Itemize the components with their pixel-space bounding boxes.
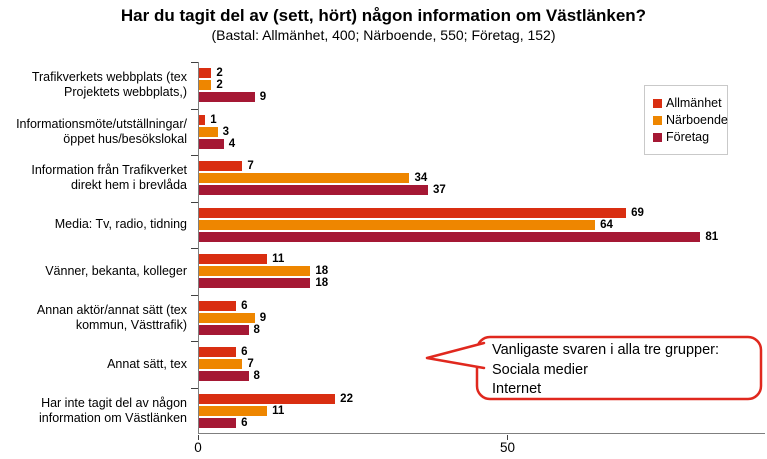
- bar-allmänhet: [199, 207, 627, 218]
- bar-value-label: 6: [241, 346, 248, 359]
- legend-label: Företag: [666, 130, 710, 144]
- bar-närboende: [199, 266, 311, 277]
- bar-value-label: 34: [414, 172, 428, 185]
- category-label: Annat sätt, tex: [107, 356, 187, 371]
- bar-företag: [199, 324, 249, 335]
- bar-allmänhet: [199, 114, 206, 125]
- bar-value-label: 3: [222, 125, 229, 138]
- bar-value-label: 9: [259, 311, 267, 324]
- bar-företag: [199, 138, 224, 149]
- y-axis-tick: [191, 201, 198, 203]
- bar-value-label: 81: [705, 230, 719, 243]
- bar-allmänhet: [199, 68, 212, 79]
- bar-närboende: [199, 359, 243, 370]
- bar-value-label: 8: [253, 370, 260, 383]
- bar-value-label: 8: [253, 323, 260, 336]
- legend-swatch-icon: [653, 132, 662, 142]
- bar-value-label: 64: [600, 218, 613, 231]
- legend: Allmänhet Närboende Företag: [644, 85, 728, 155]
- bar-value-label: 2: [216, 79, 223, 92]
- legend-label: Allmänhet: [666, 96, 722, 110]
- chart-subtitle: (Bastal: Allmänhet, 400; Närboende, 550;…: [211, 27, 556, 43]
- bar-närboende: [199, 312, 255, 323]
- bar-närboende: [199, 126, 218, 137]
- category-label: Har inte tagit del av någon information …: [39, 395, 187, 425]
- legend-label: Närboende: [666, 113, 728, 127]
- y-axis-tick: [191, 108, 198, 110]
- category-label: Vänner, bekanta, kolleger: [45, 263, 187, 278]
- y-axis-tick: [191, 341, 198, 342]
- plot-area: 2 2 9 1 3 4 7 34 37 69 64 81 11 18 18 6 9 8 6 7 8 22 11 6: [198, 62, 765, 434]
- y-axis-tick: [191, 387, 198, 389]
- bar-value-label: 1: [210, 113, 217, 126]
- category-label: Annan aktör/annat sätt (tex kommun, Väst…: [36, 302, 187, 332]
- bar-företag: [199, 417, 237, 428]
- y-axis-tick: [191, 62, 198, 63]
- y-axis-tick: [191, 248, 198, 249]
- bar-value-label: 7: [247, 358, 254, 371]
- category-axis-labels: Trafikverkets webbplats (tex Projektets …: [0, 62, 192, 434]
- x-axis-tick: [198, 435, 199, 440]
- bar-value-label: 69: [631, 206, 644, 219]
- bar-value-label: 6: [241, 416, 248, 429]
- bar-value-label: 6: [241, 299, 248, 312]
- bar-value-label: 2: [216, 67, 223, 80]
- bar-value-label: 22: [340, 392, 353, 405]
- bar-närboende: [199, 219, 596, 230]
- bar-value-label: 18: [315, 265, 329, 278]
- bar-närboende: [199, 80, 212, 91]
- legend-swatch-icon: [653, 115, 662, 125]
- bar-närboende: [199, 173, 410, 184]
- legend-item: Allmänhet: [653, 96, 722, 110]
- legend-item: Närboende: [653, 113, 728, 127]
- bar-value-label: 4: [228, 137, 236, 150]
- bar-företag: [199, 371, 249, 382]
- legend-item: Företag: [653, 130, 721, 144]
- callout-tail: [425, 341, 486, 370]
- chart-title: Har du tagit del av (sett, hört) någon i…: [120, 6, 647, 25]
- callout-text: Vanligaste svaren i alla tre grupper: Soc…: [492, 341, 754, 400]
- y-axis-tick: [191, 155, 198, 156]
- bar-allmänhet: [199, 254, 268, 265]
- bar-allmänhet: [199, 161, 243, 172]
- category-label: Trafikverkets webbplats (tex Projektets …: [31, 70, 187, 100]
- bar-allmänhet: [199, 347, 237, 358]
- bar-value-label: 37: [433, 184, 446, 197]
- bar-företag: [199, 92, 255, 103]
- bar-value-label: 9: [259, 91, 267, 104]
- category-label: Informationsmöte/utställningar/ öppet hu…: [16, 116, 187, 146]
- bar-allmänhet: [199, 393, 336, 404]
- x-axis-tick-label: 50: [499, 440, 515, 455]
- y-axis-tick: [191, 294, 198, 296]
- bar-value-label: 11: [272, 404, 285, 417]
- bar-företag: [199, 231, 701, 242]
- bar-value-label: 7: [247, 160, 254, 173]
- bar-value-label: 11: [272, 253, 285, 266]
- callout-line: Vanligaste svaren i alla tre grupper:: [492, 342, 720, 358]
- bar-närboende: [199, 405, 268, 416]
- category-label: Information från Trafikverket direkt hem…: [31, 163, 187, 193]
- callout-bubble: [425, 335, 763, 401]
- legend-swatch-icon: [653, 98, 662, 108]
- bar-value-label: 18: [315, 277, 329, 290]
- bar-allmänhet: [199, 300, 237, 311]
- callout-line: Internet: [492, 381, 542, 397]
- x-axis-tick-label: 0: [194, 440, 202, 455]
- category-label: Media: Tv, radio, tidning: [54, 217, 187, 232]
- x-axis-tick: [507, 435, 509, 440]
- bar-företag: [199, 185, 429, 196]
- bar-företag: [199, 278, 311, 289]
- callout-line: Sociala medier: [492, 361, 588, 378]
